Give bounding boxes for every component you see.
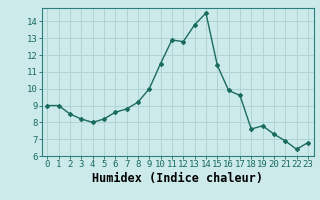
X-axis label: Humidex (Indice chaleur): Humidex (Indice chaleur) bbox=[92, 172, 263, 185]
